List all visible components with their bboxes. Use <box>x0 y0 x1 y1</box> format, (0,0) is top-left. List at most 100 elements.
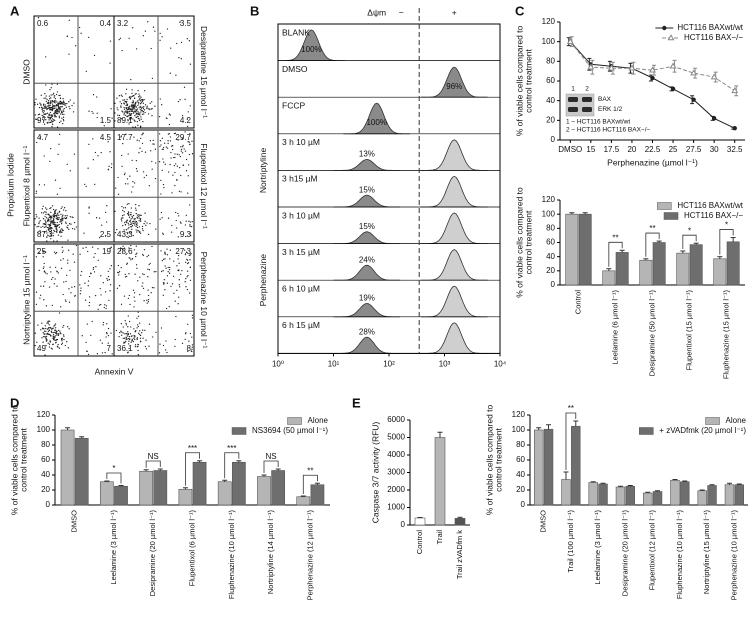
event-dot <box>178 269 180 271</box>
event-dot <box>137 354 139 356</box>
event-dot <box>36 141 38 144</box>
event-dot <box>128 294 130 297</box>
event-dot <box>46 112 49 114</box>
event-dot <box>130 231 132 233</box>
event-dot <box>122 332 124 334</box>
bar <box>561 479 571 506</box>
event-dot <box>45 339 48 341</box>
event-dot <box>177 254 180 257</box>
event-dot <box>176 165 179 167</box>
event-dot <box>143 109 146 111</box>
event-dot <box>118 335 120 338</box>
event-dot <box>45 217 48 219</box>
y-tick-label: 20 <box>546 115 555 124</box>
event-dot <box>43 113 46 115</box>
event-dot <box>140 96 142 98</box>
event-dot <box>131 338 133 341</box>
event-dot <box>177 212 179 215</box>
event-dot <box>126 219 128 221</box>
event-dot <box>177 139 179 141</box>
event-dot <box>137 89 139 92</box>
event-dot <box>47 322 50 324</box>
event-dot <box>72 216 74 219</box>
event-dot <box>158 133 161 135</box>
event-dot <box>57 334 60 336</box>
event-dot <box>132 234 134 237</box>
event-dot <box>109 290 111 292</box>
event-dot <box>143 273 145 276</box>
bar <box>697 490 707 506</box>
event-dot <box>102 282 104 284</box>
event-dot <box>143 113 145 115</box>
event-dot <box>139 103 142 105</box>
event-dot <box>161 148 164 150</box>
event-dot <box>178 279 180 281</box>
event-dot <box>57 104 59 106</box>
y-tick-label: 0 <box>521 500 526 509</box>
event-dot <box>35 303 38 306</box>
event-dot <box>191 336 193 338</box>
event-dot <box>152 336 154 338</box>
event-dot <box>159 39 161 41</box>
event-dot <box>142 171 145 173</box>
event-dot <box>159 343 161 345</box>
event-dot <box>129 108 131 111</box>
event-dot <box>36 226 38 228</box>
event-dot <box>152 26 155 28</box>
event-dot <box>146 222 148 224</box>
quadrant-events <box>84 138 113 188</box>
event-dot <box>188 40 191 42</box>
event-dot <box>108 165 110 167</box>
event-dot <box>78 26 81 29</box>
event-dot <box>42 267 45 270</box>
event-dot <box>140 137 142 140</box>
y-tick-label: 6000 <box>387 415 405 424</box>
event-dot <box>188 220 190 222</box>
event-dot <box>69 269 71 272</box>
event-dot <box>66 35 69 37</box>
event-dot <box>130 78 132 81</box>
event-dot <box>105 305 108 307</box>
event-dot <box>75 45 77 47</box>
event-dot <box>61 206 63 208</box>
bar <box>231 461 246 506</box>
event-dot <box>43 106 45 108</box>
significance-label: ** <box>649 224 655 233</box>
event-dot <box>164 265 166 267</box>
event-dot <box>189 259 191 261</box>
event-dot <box>44 207 47 209</box>
event-dot <box>49 117 52 120</box>
event-dot <box>75 226 77 228</box>
event-dot <box>137 315 140 317</box>
significance-label: * <box>725 221 728 230</box>
event-dot <box>61 342 64 344</box>
event-dot <box>50 237 52 240</box>
event-dot <box>137 349 139 352</box>
event-dot <box>52 334 55 336</box>
event-dot <box>144 220 146 222</box>
event-dot <box>127 211 130 213</box>
event-dot <box>132 27 134 29</box>
bar <box>139 470 154 506</box>
y-tick-label: 100 <box>542 209 556 218</box>
event-dot <box>137 100 139 102</box>
bar <box>652 491 663 506</box>
event-dot <box>104 351 106 354</box>
event-dot <box>58 111 60 113</box>
event-dot <box>51 205 54 207</box>
event-dot <box>138 119 141 122</box>
event-dot <box>117 109 119 111</box>
y-tick-label: 100 <box>37 425 51 434</box>
event-dot <box>134 102 137 105</box>
bar <box>571 425 581 506</box>
event-dot <box>45 230 48 232</box>
event-dot <box>131 339 133 342</box>
event-dot <box>39 102 41 104</box>
event-dot <box>44 354 46 356</box>
event-dot <box>127 228 129 230</box>
bar <box>578 213 592 286</box>
event-dot <box>145 224 147 226</box>
peak-percent: 96% <box>446 82 462 91</box>
bar <box>726 241 740 286</box>
event-dot <box>43 116 45 118</box>
